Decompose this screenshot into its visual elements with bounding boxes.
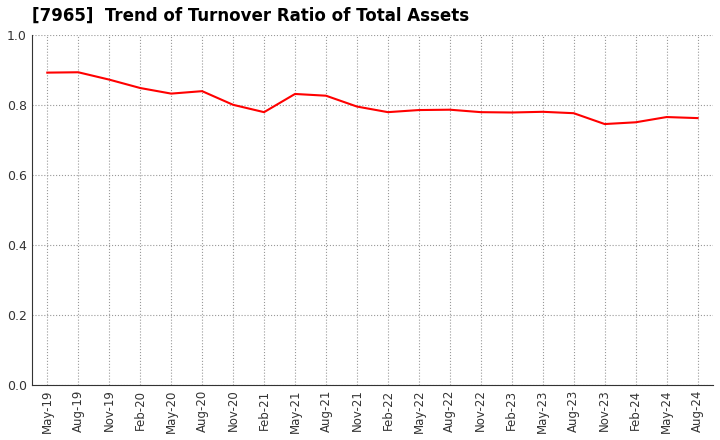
Text: [7965]  Trend of Turnover Ratio of Total Assets: [7965] Trend of Turnover Ratio of Total … (32, 7, 469, 25)
